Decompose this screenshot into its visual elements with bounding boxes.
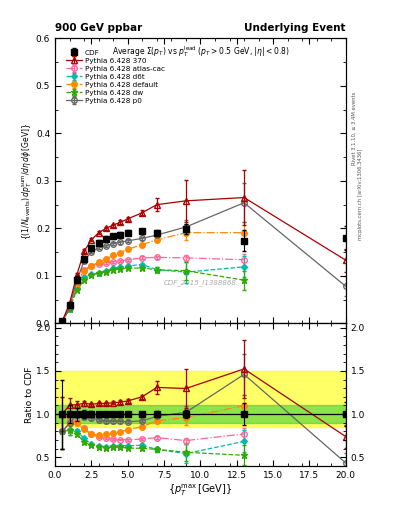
Bar	[55, 406, 346, 423]
Y-axis label: Ratio to CDF: Ratio to CDF	[26, 367, 35, 423]
Text: mcplots.cern.ch [arXiv:1306.3436]: mcplots.cern.ch [arXiv:1306.3436]	[358, 149, 363, 240]
Text: 900 GeV ppbar: 900 GeV ppbar	[55, 23, 142, 33]
Legend: CDF, Pythia 6.428 370, Pythia 6.428 atlas-cac, Pythia 6.428 d6t, Pythia 6.428 de: CDF, Pythia 6.428 370, Pythia 6.428 atla…	[64, 48, 166, 105]
Bar	[55, 371, 346, 427]
Y-axis label: $\{(1/N_\mathrm{events})\,dp_T^\mathrm{sum}/d\eta\,d\phi\,[\mathrm{GeV}]\}$: $\{(1/N_\mathrm{events})\,dp_T^\mathrm{s…	[21, 122, 35, 240]
X-axis label: $\{p_T^\mathrm{max}\,[\mathrm{GeV}]\}$: $\{p_T^\mathrm{max}\,[\mathrm{GeV}]\}$	[168, 482, 233, 498]
Text: CDF_2015_I1388868: CDF_2015_I1388868	[164, 280, 237, 286]
Text: Average $\Sigma(p_T)$ vs $p_T^\mathrm{lead}$ ($p_T > 0.5$ GeV, $|\eta| < 0.8$): Average $\Sigma(p_T)$ vs $p_T^\mathrm{le…	[112, 44, 289, 59]
Text: Rivet 3.1.10, ≥ 3.4M events: Rivet 3.1.10, ≥ 3.4M events	[352, 91, 357, 165]
Text: Underlying Event: Underlying Event	[244, 23, 346, 33]
